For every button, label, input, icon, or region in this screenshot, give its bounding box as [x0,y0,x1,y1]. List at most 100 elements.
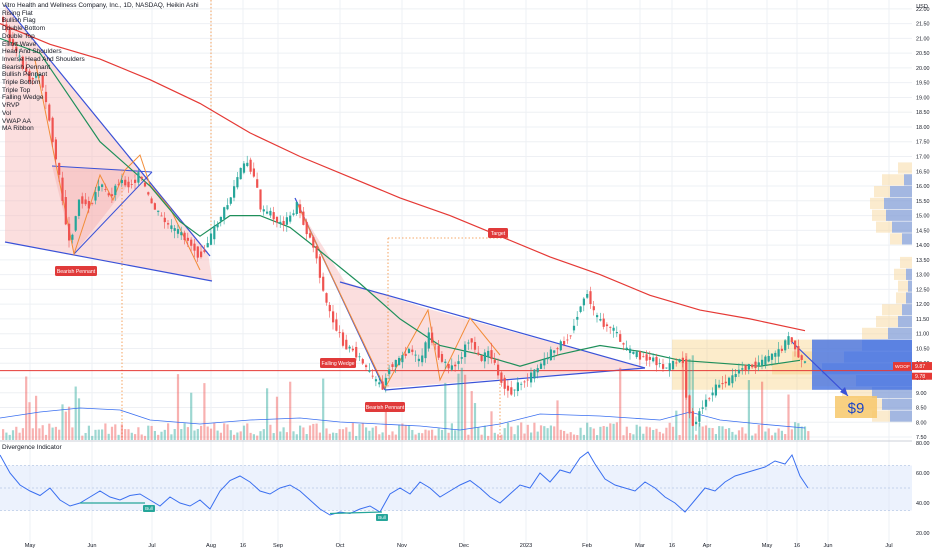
candle-body [790,337,793,343]
indicator-9[interactable]: Triple Bottom [2,79,41,87]
vol-bar [64,411,67,440]
vol-bar [612,423,615,440]
candle-body [252,168,255,177]
candle-body [794,340,797,350]
vol-bar [305,434,308,440]
vol-bar [648,427,651,440]
candle-body [262,209,265,212]
indicator-14[interactable]: VWAP AA [2,117,31,125]
candle-body [780,348,783,351]
x-tick-0: May [25,543,36,549]
indicator-11[interactable]: Falling Wedge [2,94,44,102]
candle-body [718,384,721,388]
candle-body [757,362,760,366]
candle-body [120,179,123,184]
indicator-8[interactable]: Bullish Pennant [2,71,48,79]
candle-body [163,217,166,223]
vol-bar [563,430,566,440]
x-tick-10: Feb [582,543,592,549]
candle-body [579,306,582,312]
wedge-top [339,281,646,369]
vol-bar [586,422,589,440]
candle-body [609,326,612,328]
vol-bar [757,424,760,440]
candle-body [153,203,156,210]
candle-body [209,233,213,245]
bearish-pennant-label-1-bg [55,266,97,276]
candle-body [411,349,414,352]
vol-bar [401,423,404,440]
candle-body [473,341,477,350]
vrvp-down-2 [890,186,912,198]
osc-tick-1: 60.00 [916,471,930,477]
candle-body [233,186,236,198]
indicator-15[interactable]: MA Ribbon [2,125,34,133]
vol-bar [209,428,213,440]
candle-body [523,381,526,383]
indicator-5[interactable]: Head And Shoulders [2,48,62,56]
falling-wedge-label-bg [320,358,356,368]
x-tick-12: 16 [669,543,675,549]
candle-body [239,167,242,180]
vol-bar [761,381,764,440]
vol-bar [777,428,780,440]
candle-body [454,364,457,367]
candle-body [576,316,579,320]
vrvp-up-13 [862,327,912,339]
vol-bar [312,423,315,440]
pennant-1-mid-bottom [73,171,153,255]
vol-bar [645,426,648,440]
candle-body [741,368,744,370]
candle-body [91,202,94,204]
candle-body [648,356,651,360]
candle-body [642,356,645,358]
indicator-12[interactable]: VRVP [2,102,20,110]
x-tick-14: May [762,543,773,549]
candle-body [242,163,246,173]
candle-body [176,229,180,234]
indicator-2[interactable]: Double Bottom [2,25,45,33]
vol-bar [239,431,242,440]
candle-body [434,343,437,345]
vol-bar [698,422,701,440]
vol-bar [384,405,387,440]
vol-bar [134,434,137,440]
candle-body [256,179,259,188]
vol-bar [444,382,447,440]
time-axis[interactable]: May Jun Jul Aug 16 Sep Oct Nov Dec 2023 Feb Mar 16 Ap… [25,543,893,549]
projection-line [791,341,849,397]
indicator-4[interactable]: Elliott Wave [2,40,37,48]
vol-bar [35,395,38,440]
osc-tick-0: 80.00 [916,441,930,447]
annotations: Bearish Pennant Falling Wedge Bearish Penn… [55,228,877,418]
indicator-0[interactable]: Rising Flat [2,9,33,17]
indicator-3[interactable]: Double Top [2,32,35,40]
vol-bar [398,424,401,440]
elliott-1 [34,59,201,271]
indicator-10[interactable]: Triple Top [2,86,31,94]
indicator-13[interactable]: Vol [2,109,12,117]
vol-bar [787,394,790,440]
vol-bar [454,430,457,440]
vol-bar [157,434,160,440]
vol-bar [721,426,724,440]
vol-bar [572,434,576,440]
vol-bar [477,427,480,440]
vol-bar [803,426,807,440]
indicator-7[interactable]: Bearish Pennant [2,63,51,71]
indicator-6[interactable]: Inverse Head And Shoulders [2,55,85,63]
candle-body [619,334,622,342]
candle-body [797,346,800,358]
candle-body [371,375,374,377]
candle-body [203,250,206,252]
pennant-1-mid-top [51,165,153,173]
x-tick-3: Aug [206,543,216,549]
candle-body [295,202,298,214]
candle-body [54,139,57,160]
candle-body [460,357,463,359]
vol-bar [704,425,708,440]
vol-bar [163,429,166,440]
indicator-1[interactable]: Bullish Flag [2,17,36,25]
